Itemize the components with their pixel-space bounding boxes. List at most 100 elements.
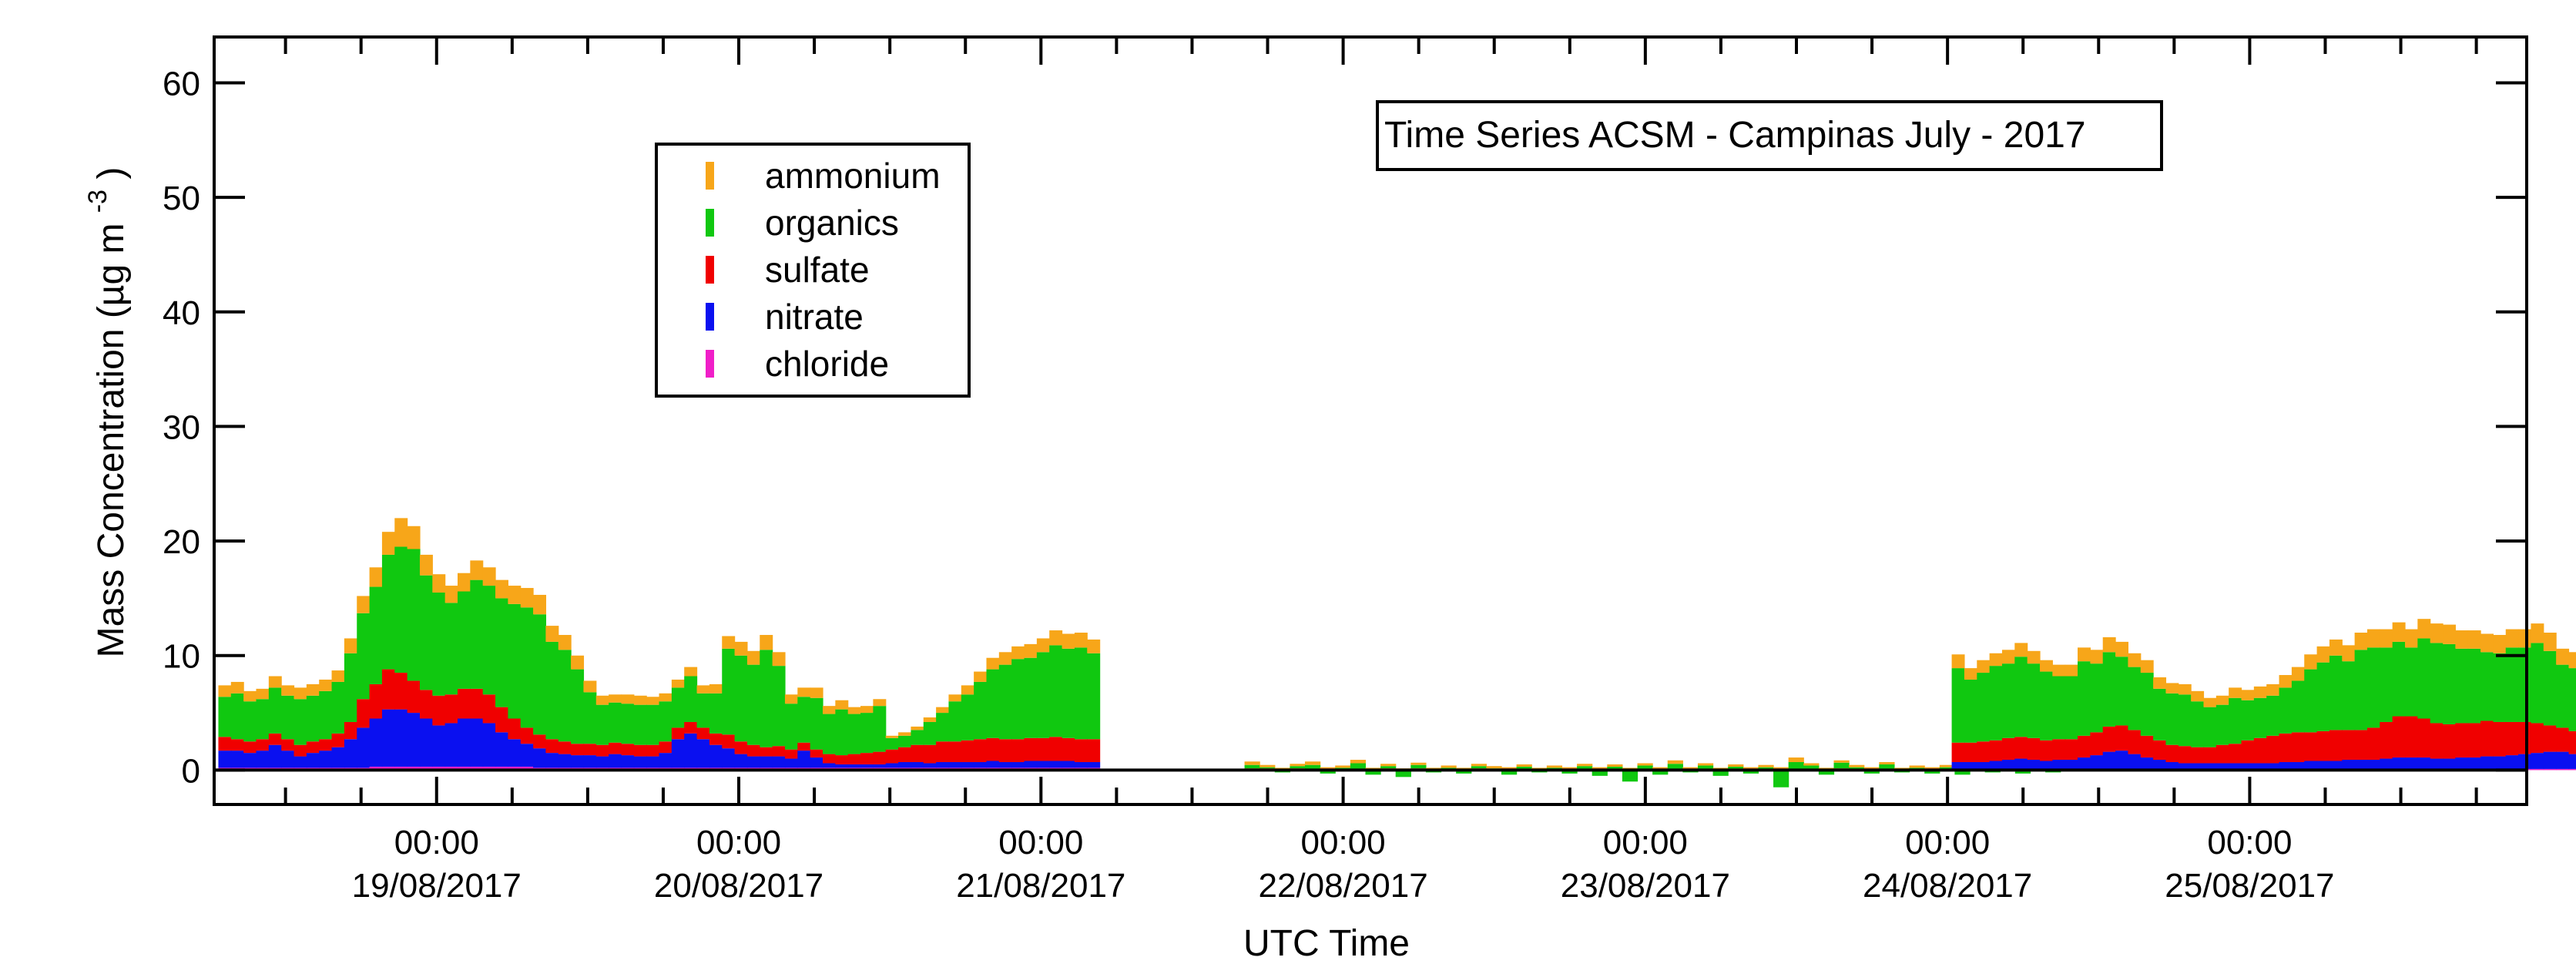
bar-chloride [482,766,496,771]
bar-organics [847,714,861,754]
bar-sulfate [810,749,823,758]
bar-organics [2443,643,2456,724]
bar-organics [2064,676,2078,740]
bar-nitrate [533,748,547,768]
y-axis-title-close: ) [91,167,132,180]
bar-sulfate [609,742,622,754]
bar-ammonium [319,679,333,691]
bar-ammonium [847,707,861,714]
bar-nitrate [2241,763,2255,769]
bar-organics [2215,704,2229,745]
bar-organics [2102,652,2116,727]
bar-organics [2531,643,2544,724]
bar-organics [1049,645,1063,737]
x-axis-title: UTC Time [1243,923,1410,964]
bar-sulfate [230,739,244,751]
bar-nitrate [2027,760,2041,769]
bar-sulfate [860,753,874,764]
bar-ammonium [1607,764,1623,767]
bar-sulfate [2505,721,2519,756]
bar-nitrate [520,744,534,767]
bar-nitrate [2568,754,2576,769]
bar-nitrate [659,753,673,768]
bar-ammonium [2366,629,2380,648]
bar-organics [419,575,433,690]
bar-organics [268,687,282,734]
bar-sulfate [2417,718,2431,758]
bar-organics [998,664,1012,740]
bar-sulfate [2455,723,2469,758]
bar-ammonium [2493,634,2507,653]
bar-ammonium [823,706,836,714]
bar-organics [2253,697,2267,738]
bar-organics [357,613,371,700]
bar-nitrate [407,713,421,767]
bar-ammonium [873,699,887,707]
bar-ammonium [2405,629,2418,648]
bar-sulfate [923,744,937,764]
bar-ammonium [243,690,257,702]
bar-organics [2052,676,2066,740]
bar-nitrate [2405,757,2418,769]
bar-sulfate [2380,721,2393,759]
bar-ammonium [1788,757,1804,762]
bar-ammonium [1486,766,1502,769]
bar-ammonium [1011,646,1025,660]
bar-ammonium [218,685,232,697]
bar-organics [734,655,748,742]
bar-ammonium [2443,624,2456,644]
bar-nitrate [1074,761,1088,768]
y-tick-label: 30 [163,408,200,446]
bar-sulfate [1074,739,1088,762]
bar-organics [772,666,786,747]
bar-organics [2090,663,2104,733]
bar-ammonium [2102,636,2116,653]
bar-nitrate [961,761,974,768]
bar-organics [306,695,320,742]
y-axis-title: Mass Concentration (µg m -3 ) [74,167,132,658]
bar-ammonium [2115,641,2129,657]
bar-ammonium [1074,633,1088,648]
bar-ammonium [1592,767,1608,769]
bar-nitrate [482,723,496,767]
bar-organics [281,695,295,740]
bar-organics [2316,662,2330,731]
bar-nitrate [2543,751,2557,769]
x-tick-label-time: 00:00 [2207,824,2292,861]
bar-nitrate [2165,761,2179,769]
bar-ammonium [2191,690,2205,702]
bar-organics [1024,657,1038,738]
bar-sulfate [470,688,484,719]
bar-ammonium [1697,763,1714,766]
x-tick-label-date: 21/08/2017 [956,867,1125,905]
bar-ammonium [1410,762,1427,765]
bar-nitrate [2153,760,2167,769]
bar-nitrate [911,761,924,768]
bar-nitrate [948,761,962,768]
bar-ammonium [1335,765,1351,768]
bar-organics [760,650,773,747]
bar-organics [1951,668,1965,743]
bar-ammonium [1742,767,1759,769]
bar-organics [1395,770,1411,778]
bar-ammonium [508,586,522,604]
bar-organics [873,706,887,752]
bar-sulfate [2203,747,2217,764]
bar-organics [1410,764,1427,769]
bar-organics [444,603,458,695]
x-tick-label-date: 23/08/2017 [1561,867,1730,905]
bar-organics [797,697,811,743]
bar-sulfate [2215,744,2229,764]
bar-sulfate [621,744,635,756]
bar-organics [609,702,622,743]
bar-ammonium [357,596,371,613]
bar-organics [2229,697,2242,744]
bar-ammonium [1939,764,1955,767]
bar-ammonium [1712,767,1729,769]
bar-ammonium [2178,683,2192,695]
bar-organics [2392,641,2406,717]
bar-nitrate [306,753,320,768]
bar-ammonium [558,634,572,650]
bar-ammonium [760,634,773,650]
bar-sulfate [2366,727,2380,761]
